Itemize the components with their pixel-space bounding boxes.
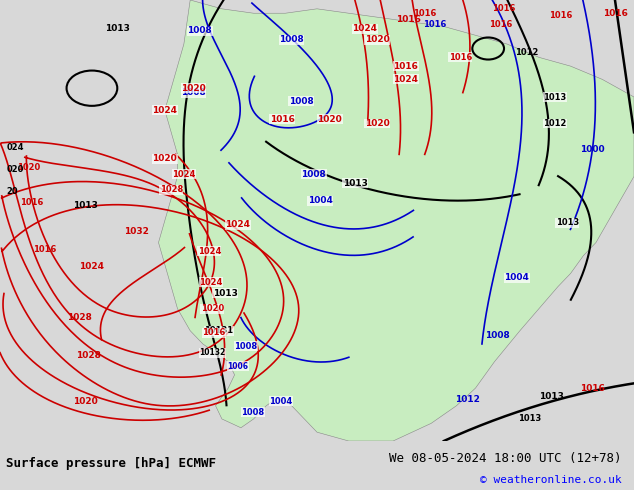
Text: 1008: 1008 — [288, 97, 314, 106]
Text: 1024: 1024 — [352, 24, 377, 33]
Text: 1024: 1024 — [79, 262, 105, 271]
Text: 1016: 1016 — [413, 9, 436, 18]
Text: 1024: 1024 — [200, 278, 223, 287]
Text: 1020: 1020 — [201, 304, 224, 313]
Text: 1012: 1012 — [543, 119, 566, 128]
Text: 1013: 1013 — [342, 178, 368, 188]
Text: 1006: 1006 — [227, 362, 249, 370]
Text: 1016: 1016 — [550, 11, 573, 20]
Text: 1004: 1004 — [504, 273, 529, 282]
Text: 20: 20 — [6, 187, 18, 196]
Text: 1020: 1020 — [317, 115, 342, 123]
Text: 1016: 1016 — [423, 20, 446, 29]
Text: 1000: 1000 — [581, 146, 605, 154]
Text: 1020: 1020 — [17, 163, 40, 172]
Text: 1024: 1024 — [172, 170, 195, 179]
Text: 1016: 1016 — [449, 53, 472, 62]
Text: 1020: 1020 — [181, 84, 206, 93]
Text: 1016: 1016 — [393, 62, 418, 71]
Text: 1028: 1028 — [76, 350, 101, 360]
Text: 1008: 1008 — [181, 88, 206, 97]
Text: 1020: 1020 — [365, 35, 390, 44]
Text: 1013: 1013 — [556, 218, 579, 227]
Text: 1012: 1012 — [515, 49, 538, 57]
Text: 1013: 1013 — [518, 415, 541, 423]
Text: 10131: 10131 — [204, 326, 233, 335]
Text: 1008: 1008 — [279, 35, 304, 44]
Text: 1008: 1008 — [301, 170, 327, 179]
Text: 1008: 1008 — [485, 331, 510, 340]
Text: 1016: 1016 — [202, 328, 225, 338]
Text: 1032: 1032 — [124, 227, 149, 236]
Text: 1008: 1008 — [235, 342, 257, 351]
Text: 1016: 1016 — [489, 20, 512, 29]
Text: 1016: 1016 — [33, 245, 56, 254]
Text: 1024: 1024 — [152, 106, 178, 115]
Text: 1020: 1020 — [365, 119, 390, 128]
Text: 1016: 1016 — [269, 115, 295, 123]
Text: 1024: 1024 — [225, 220, 250, 229]
Text: 1013: 1013 — [543, 93, 566, 101]
Text: Surface pressure [hPa] ECMWF: Surface pressure [hPa] ECMWF — [6, 457, 216, 469]
Polygon shape — [158, 0, 634, 441]
Text: 1020: 1020 — [152, 154, 178, 163]
Text: We 08-05-2024 18:00 UTC (12+78): We 08-05-2024 18:00 UTC (12+78) — [389, 452, 621, 465]
Text: © weatheronline.co.uk: © weatheronline.co.uk — [479, 475, 621, 485]
Text: 1004: 1004 — [269, 397, 292, 406]
Text: 1024: 1024 — [198, 247, 221, 256]
Text: 1016: 1016 — [396, 15, 422, 24]
Text: 1013: 1013 — [539, 392, 564, 401]
Text: 1016: 1016 — [602, 9, 628, 18]
Text: 1012: 1012 — [455, 394, 481, 404]
Text: 1016: 1016 — [20, 198, 43, 207]
Text: 1013: 1013 — [212, 289, 238, 298]
Text: 1008: 1008 — [187, 26, 212, 35]
Text: 020: 020 — [6, 165, 23, 174]
Text: 1028: 1028 — [160, 185, 183, 194]
Text: 1016: 1016 — [580, 384, 605, 392]
Text: 1024: 1024 — [393, 75, 418, 84]
Text: 024: 024 — [6, 143, 24, 152]
Text: 1008: 1008 — [242, 408, 264, 417]
Text: 10132: 10132 — [199, 348, 226, 357]
Text: 1028: 1028 — [67, 313, 92, 322]
Text: 1013: 1013 — [73, 200, 98, 210]
Text: 1016: 1016 — [493, 4, 515, 13]
Text: 1020: 1020 — [73, 397, 98, 406]
Text: 1004: 1004 — [307, 196, 333, 205]
Text: 1013: 1013 — [105, 24, 130, 33]
